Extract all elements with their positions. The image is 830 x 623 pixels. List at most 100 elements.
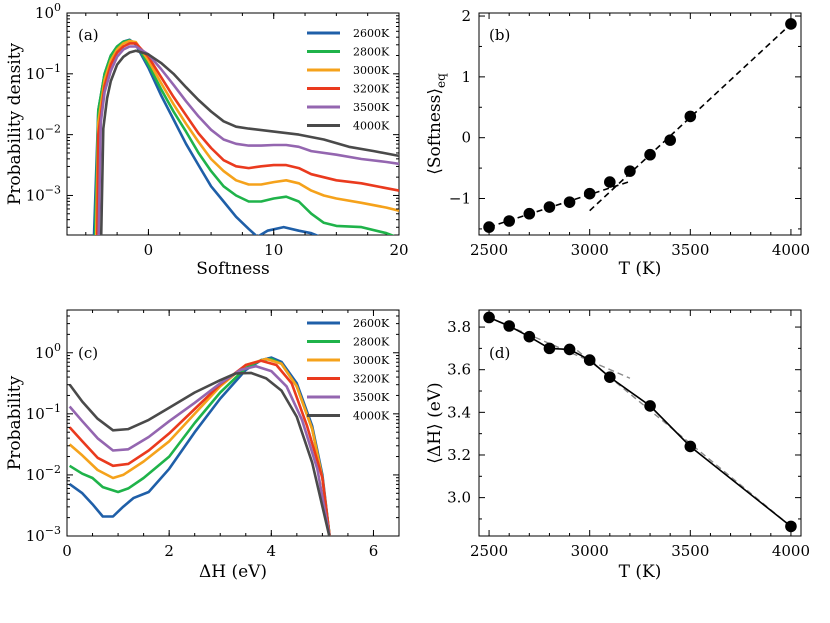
panel-a-ylabel: Probability density xyxy=(5,42,25,205)
panel-b-mean-softness: 2500 3000 3500 4000 −1 0 1 2 (b) T (K) ⟨Softnes… xyxy=(425,7,810,279)
panel-c-legend-label-2800K: 2800K xyxy=(353,336,390,349)
panel-a-legend-label-4000K: 4000K xyxy=(353,120,390,133)
panel-a-xtick-label: 10 xyxy=(264,241,283,259)
panel-a-series-3000K xyxy=(94,39,399,235)
panel-b-ylabel-main: ⟨Softness⟩ xyxy=(425,88,445,175)
panel-c-series-4000K xyxy=(68,371,331,536)
panel-b-ytick-label: −1 xyxy=(449,190,471,208)
panel-d-ytick-label: 3.0 xyxy=(447,489,471,507)
panel-b-ytick-label: 0 xyxy=(461,129,471,147)
panel-b-xlabel: T (K) xyxy=(619,259,662,279)
panel-a-ytick-label: 100 xyxy=(35,1,61,22)
panel-b-point-4000 xyxy=(785,18,797,30)
panel-a-legend-label-3500K: 3500K xyxy=(353,101,390,114)
panel-d-xtick-label: 2500 xyxy=(470,542,508,560)
panel-a-ytick-label: 10−2 xyxy=(26,123,61,144)
panel-b-point-3500 xyxy=(684,110,697,123)
panel-b-xtick-label: 2500 xyxy=(470,241,508,259)
panel-b-ytick-label: 1 xyxy=(461,68,471,86)
panel-c-legend-label-4000K: 4000K xyxy=(353,410,390,423)
panel-d-points xyxy=(483,311,797,533)
panel-c-delta-h-distribution: 0 2 4 6 100 10−1 10−2 10−3 2600K 2800K 3000K 3200K… xyxy=(5,309,400,582)
panel-a-xtick-label: 0 xyxy=(144,241,154,259)
panel-c-xtick-label: 6 xyxy=(369,542,379,560)
panel-c-series-3000K xyxy=(68,357,331,536)
panel-a-series-2800K xyxy=(93,39,395,235)
panel-c-xtick-label: 0 xyxy=(62,542,72,560)
panel-c-ylabel: Probability xyxy=(5,375,25,470)
panel-b-point-2800 xyxy=(543,201,556,213)
panel-a-legend-label-2600K: 2600K xyxy=(353,27,390,40)
panel-d-point-3100 xyxy=(604,371,616,383)
panel-c-ytick-label: 10−2 xyxy=(26,463,61,484)
panel-d-ytick-label: 3.4 xyxy=(447,403,471,421)
panel-d-connecting-line xyxy=(488,316,792,528)
panel-a-frame xyxy=(66,12,400,236)
panel-c-legend-label-3200K: 3200K xyxy=(353,373,390,386)
panel-d-ytick-label: 3.2 xyxy=(447,446,471,464)
panel-c-legend-label-3000K: 3000K xyxy=(353,354,390,367)
panel-d-xtick-label: 3000 xyxy=(571,542,609,560)
panel-c-ticks: 0 2 4 6 100 10−1 10−2 10−3 xyxy=(26,309,400,560)
panel-b-point-3300 xyxy=(644,148,656,161)
panel-b-point-2900 xyxy=(563,196,576,208)
panel-a-label: (a) xyxy=(78,26,99,44)
panel-c-series-2600K xyxy=(68,356,331,536)
panel-b-frame xyxy=(478,12,802,236)
panel-c-frame xyxy=(66,309,400,537)
panel-d-ytick-label: 3.6 xyxy=(447,361,471,379)
panel-c-series-group xyxy=(68,356,331,536)
panel-d-ticks: 2500 3000 3500 4000 3.0 3.2 3.4 3.6 3.8 xyxy=(447,310,810,560)
panel-d-ylabel: ⟨ΔH⟩ (eV) xyxy=(425,382,445,463)
panel-c-xtick-label: 4 xyxy=(267,542,277,560)
panel-a-series-3500K xyxy=(97,45,399,235)
panel-b-xtick-label: 3500 xyxy=(671,241,709,259)
panel-c-xtick-label: 2 xyxy=(164,542,174,560)
panel-b-xtick-label: 3000 xyxy=(571,241,609,259)
panel-c-legend-label-3500K: 3500K xyxy=(353,391,390,404)
panel-c-legend: 2600K 2800K 3000K 3200K 3500K 4000K xyxy=(307,317,390,423)
panel-b-ylabel: ⟨Softness⟩eq xyxy=(425,73,448,175)
panel-c-series-2800K xyxy=(68,357,331,536)
panel-c-series-3500K xyxy=(68,364,331,536)
panel-d-point-2500 xyxy=(483,311,495,324)
panel-d-point-2900 xyxy=(563,343,576,356)
panel-a-series-group xyxy=(92,38,399,235)
panel-a-xtick-label: 20 xyxy=(389,241,408,259)
panel-a-softness-distribution: 0 10 20 100 10−1 10−2 10−3 2600K 2800K 3000K 3200… xyxy=(5,1,409,279)
panel-b-point-2500 xyxy=(483,221,495,233)
panel-b-point-3000 xyxy=(583,187,596,200)
panel-d-point-3000 xyxy=(583,354,596,366)
panel-d-point-3500 xyxy=(684,440,697,453)
panel-c-legend-label-2600K: 2600K xyxy=(353,317,390,330)
panel-d-mean-delta-h: 2500 3000 3500 4000 3.0 3.2 3.4 3.6 3.8 (d) T (K… xyxy=(425,309,810,582)
panel-b-point-3200 xyxy=(624,165,636,177)
panel-b-point-3100 xyxy=(604,176,616,188)
panel-d-xtick-label: 3500 xyxy=(671,542,709,560)
panel-a-legend: 2600K 2800K 3000K 3200K 3500K 4000K xyxy=(307,27,390,133)
panel-a-legend-label-2800K: 2800K xyxy=(353,46,390,59)
panel-b-xtick-label: 4000 xyxy=(772,241,810,259)
panel-b-ytick-label: 2 xyxy=(461,7,471,25)
panel-a-series-3200K xyxy=(96,42,399,235)
panel-d-frame xyxy=(478,309,802,537)
panel-c-ytick-label: 10−1 xyxy=(26,402,61,423)
panel-d-label: (d) xyxy=(489,344,510,362)
panel-b-points xyxy=(483,18,797,233)
panel-b-point-3400 xyxy=(664,134,676,146)
panel-b-fit-lines xyxy=(488,23,792,228)
panel-d-point-2600 xyxy=(503,320,515,332)
panel-c-label: (c) xyxy=(78,344,98,362)
panel-a-ytick-label: 10−1 xyxy=(26,62,61,83)
panel-d-connecting-path xyxy=(488,316,792,528)
panel-a-legend-label-3000K: 3000K xyxy=(353,64,390,77)
panel-a-ytick-label: 10−3 xyxy=(26,183,61,204)
panel-b-point-2700 xyxy=(523,207,536,220)
panel-a-legend-label-3200K: 3200K xyxy=(353,83,390,96)
panel-d-point-3300 xyxy=(644,400,656,412)
panel-d-point-2700 xyxy=(523,330,536,343)
panel-c-series-3200K xyxy=(68,359,331,536)
panel-d-xlabel: T (K) xyxy=(619,562,662,582)
panel-a-ticks: 0 10 20 100 10−1 10−2 10−3 xyxy=(26,1,409,259)
